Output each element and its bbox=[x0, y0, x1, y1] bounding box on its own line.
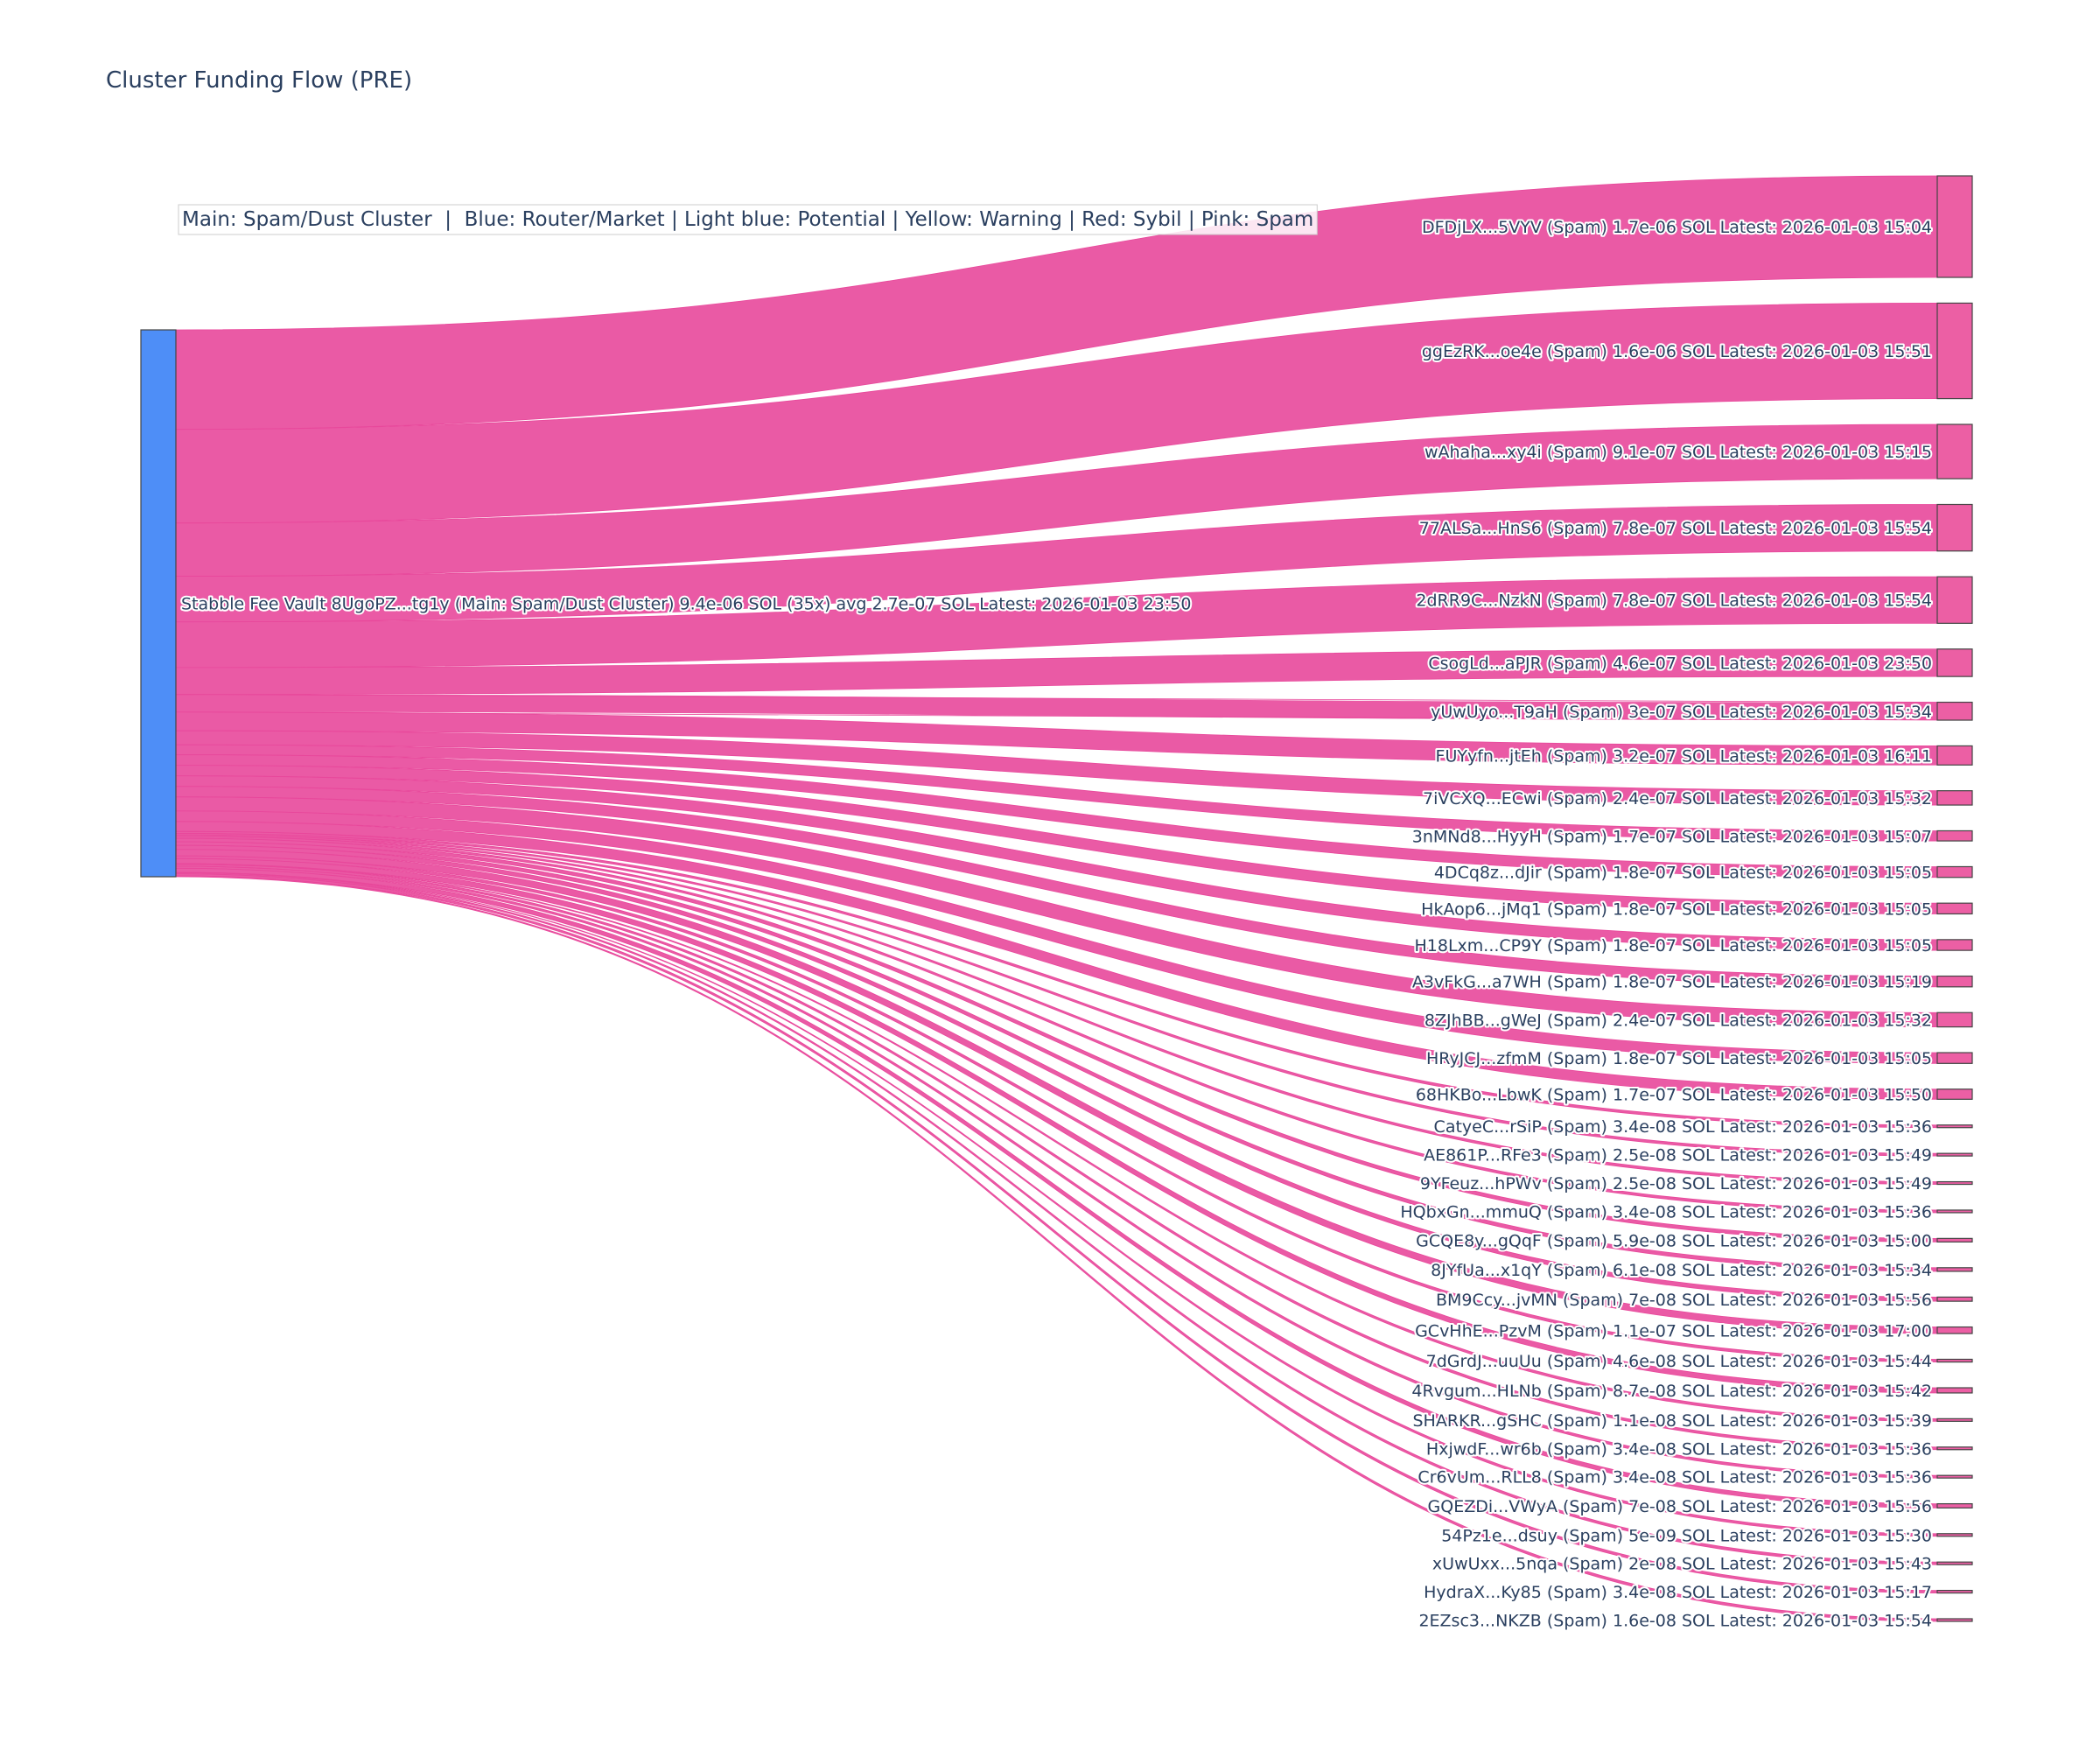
target-node[interactable] bbox=[1936, 302, 1973, 400]
target-node-label: 7dGrdJ...uuUu (Spam) 4.6e-08 SOL Latest:… bbox=[1426, 1352, 1932, 1371]
target-node[interactable] bbox=[1936, 1237, 1973, 1242]
target-node-label: 3nMNd8...HyyH (Spam) 1.7e-07 SOL Latest:… bbox=[1412, 827, 1932, 846]
target-node-label: DFDjLX...5VYV (Spam) 1.7e-06 SOL Latest:… bbox=[1422, 218, 1932, 237]
target-node[interactable] bbox=[1936, 175, 1973, 278]
target-node-label: 54Pz1e...dsuy (Spam) 5e-09 SOL Latest: 2… bbox=[1441, 1526, 1932, 1545]
target-node[interactable] bbox=[1936, 503, 1973, 552]
target-node[interactable] bbox=[1936, 1418, 1973, 1422]
target-node[interactable] bbox=[1936, 1561, 1973, 1565]
target-node-label: HydraX...Ky85 (Spam) 3.4e-08 SOL Latest:… bbox=[1424, 1583, 1932, 1602]
target-node-label: 68HKBo...LbwK (Spam) 1.7e-07 SOL Latest:… bbox=[1416, 1086, 1932, 1105]
source-node-label: Stabble Fee Vault 8UgoPZ...tg1y (Main: S… bbox=[181, 595, 1191, 614]
target-node-label: CatyeC...rSiP (Spam) 3.4e-08 SOL Latest:… bbox=[1434, 1117, 1932, 1137]
target-node[interactable] bbox=[1936, 1589, 1973, 1594]
target-node[interactable] bbox=[1936, 1533, 1973, 1537]
target-node-label: HxjwdF...wr6b (Spam) 3.4e-08 SOL Latest:… bbox=[1426, 1439, 1932, 1459]
target-node[interactable] bbox=[1936, 975, 1973, 988]
target-node-label: 77ALSa...HnS6 (Spam) 7.8e-07 SOL Latest:… bbox=[1419, 519, 1932, 538]
target-node[interactable] bbox=[1936, 1209, 1973, 1214]
target-node-label: FUYyfn...jtEh (Spam) 3.2e-07 SOL Latest:… bbox=[1436, 746, 1932, 766]
target-node[interactable] bbox=[1936, 1088, 1973, 1100]
target-node-label: 7iVCXQ...ECwi (Spam) 2.4e-07 SOL Latest:… bbox=[1423, 789, 1932, 808]
target-node[interactable] bbox=[1936, 1012, 1973, 1028]
target-node[interactable] bbox=[1936, 1180, 1973, 1186]
target-node-label: H18Lxm...CP9Y (Spam) 1.8e-07 SOL Latest:… bbox=[1414, 936, 1932, 956]
target-node-label: GCQE8y...gQqF (Spam) 5.9e-08 SOL Latest:… bbox=[1416, 1231, 1932, 1250]
target-node-label: GCvHhE...PzvM (Spam) 1.1e-07 SOL Latest:… bbox=[1415, 1321, 1932, 1340]
target-node[interactable] bbox=[1936, 745, 1973, 766]
target-node[interactable] bbox=[1936, 1502, 1973, 1508]
target-node-label: A3vFkG...a7WH (Spam) 1.8e-07 SOL Latest:… bbox=[1412, 973, 1932, 992]
target-node-label: GQEZDi...VWyA (Spam) 7e-08 SOL Latest: 2… bbox=[1428, 1497, 1932, 1516]
source-node[interactable] bbox=[140, 329, 177, 878]
target-node[interactable] bbox=[1936, 865, 1973, 878]
target-node-label: 2EZsc3...NKZB (Spam) 1.6e-08 SOL Latest:… bbox=[1418, 1612, 1932, 1631]
target-node[interactable] bbox=[1936, 1446, 1973, 1451]
target-node-label: wAhaha...xy4i (Spam) 9.1e-07 SOL Latest:… bbox=[1424, 443, 1932, 462]
target-node[interactable] bbox=[1936, 790, 1973, 806]
target-node-label: 2dRR9C...NzkN (Spam) 7.8e-07 SOL Latest:… bbox=[1416, 592, 1932, 611]
target-node[interactable] bbox=[1936, 1387, 1973, 1394]
target-node-label: 9YFeuz...hPWv (Spam) 2.5e-08 SOL Latest:… bbox=[1420, 1174, 1932, 1194]
target-node[interactable] bbox=[1936, 902, 1973, 915]
target-node-label: HRyJCJ...zfmM (Spam) 1.8e-07 SOL Latest:… bbox=[1426, 1049, 1932, 1068]
target-node-label: yUwUyo...T9aH (Spam) 3e-07 SOL Latest: 2… bbox=[1431, 703, 1932, 722]
target-node[interactable] bbox=[1936, 648, 1973, 677]
target-node-label: AE861P...RFe3 (Spam) 2.5e-08 SOL Latest:… bbox=[1424, 1146, 1932, 1166]
target-node[interactable] bbox=[1936, 701, 1973, 721]
target-node[interactable] bbox=[1936, 1358, 1973, 1363]
target-node[interactable] bbox=[1936, 424, 1973, 480]
target-node[interactable] bbox=[1936, 1052, 1973, 1064]
target-node[interactable] bbox=[1936, 1326, 1973, 1334]
sankey-nodes bbox=[140, 175, 1973, 1622]
target-node-label: HQbxGn...mmuQ (Spam) 3.4e-08 SOL Latest:… bbox=[1400, 1202, 1932, 1222]
target-node-label: Cr6vUm...RLL8 (Spam) 3.4e-08 SOL Latest:… bbox=[1418, 1468, 1932, 1488]
target-node[interactable] bbox=[1936, 1124, 1973, 1129]
legend-box: Main: Spam/Dust Cluster | Blue: Router/M… bbox=[178, 204, 1318, 235]
target-node-label: ggEzRK...oe4e (Spam) 1.6e-06 SOL Latest:… bbox=[1422, 342, 1932, 361]
target-node-label: CsogLd...aPJR (Spam) 4.6e-07 SOL Latest:… bbox=[1428, 654, 1932, 673]
target-node[interactable] bbox=[1936, 830, 1973, 842]
target-node-label: xUwUxx...5nqa (Spam) 2e-08 SOL Latest: 2… bbox=[1432, 1555, 1932, 1574]
target-node[interactable] bbox=[1936, 1152, 1973, 1157]
sankey-links bbox=[175, 175, 1938, 1622]
target-node[interactable] bbox=[1936, 576, 1973, 624]
target-node[interactable] bbox=[1936, 1474, 1973, 1479]
target-node-label: HkAop6...jMq1 (Spam) 1.8e-07 SOL Latest:… bbox=[1421, 900, 1932, 919]
target-node-label: 8JYfUa...x1qY (Spam) 6.1e-08 SOL Latest:… bbox=[1431, 1261, 1932, 1280]
chart-title: Cluster Funding Flow (PRE) bbox=[106, 67, 412, 94]
target-node-label: 4DCq8z...dJir (Spam) 1.8e-07 SOL Latest:… bbox=[1434, 864, 1932, 883]
sankey-labels: DFDjLX...5VYV (Spam) 1.7e-06 SOL Latest:… bbox=[179, 216, 1934, 1633]
target-node[interactable] bbox=[1936, 939, 1973, 951]
legend-text: Main: Spam/Dust Cluster | Blue: Router/M… bbox=[182, 208, 1313, 231]
target-node-label: 8ZJhBB...gWeJ (Spam) 2.4e-07 SOL Latest:… bbox=[1424, 1011, 1932, 1030]
target-node[interactable] bbox=[1936, 1618, 1973, 1622]
target-node[interactable] bbox=[1936, 1296, 1973, 1302]
target-node-label: 4Rvgum...HLNb (Spam) 8.7e-08 SOL Latest:… bbox=[1411, 1382, 1932, 1401]
legend-background bbox=[178, 204, 1318, 235]
target-node-label: SHARKR...gSHC (Spam) 1.1e-08 SOL Latest:… bbox=[1413, 1411, 1933, 1431]
target-node-label: BM9Ccy...jvMN (Spam) 7e-08 SOL Latest: 2… bbox=[1436, 1291, 1932, 1310]
target-node[interactable] bbox=[1936, 1267, 1973, 1272]
